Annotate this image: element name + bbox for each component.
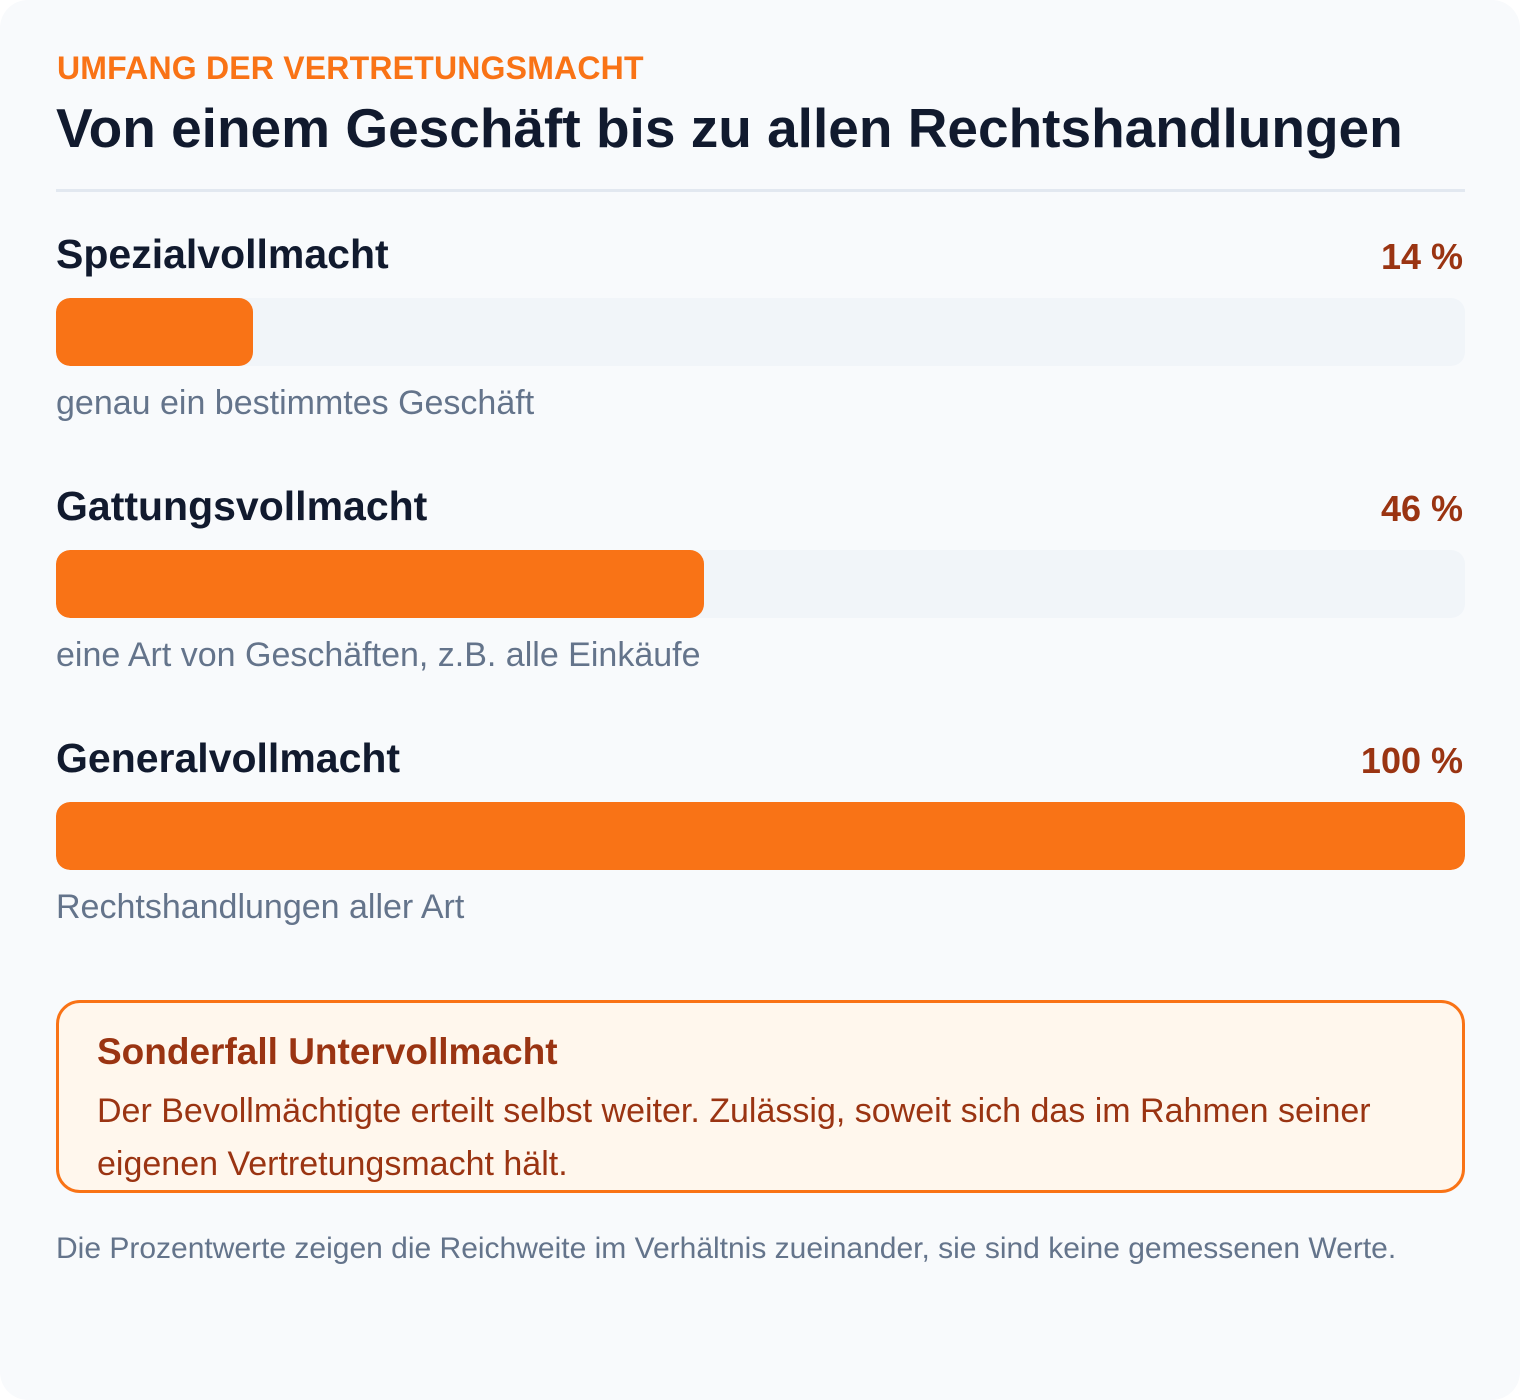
bar-value-label: 14 % [1380,236,1463,277]
callout-box: Sonderfall Untervollmacht Der Bevollmäch… [56,1000,1465,1193]
bar-row-gattungsvollmacht: Gattungsvollmacht 46 % eine Art von Gesc… [56,482,1465,682]
chart-title: Von einem Geschäft bis zu allen Rechtsha… [56,97,1403,159]
eyebrow-label: UMFANG DER VERTRETUNGSMACHT [57,50,644,86]
bar-label: Gattungsvollmacht [56,483,428,529]
title-divider [56,189,1465,192]
bar-track [56,802,1465,870]
bar-value-label: 46 % [1380,488,1463,529]
footnote: Die Prozentwerte zeigen die Reichweite i… [56,1232,1397,1265]
bar-label: Generalvollmacht [56,735,401,781]
bar-spezialvollmacht [56,298,254,366]
bar-generalvollmacht [56,802,1465,870]
bar-description: Rechtshandlungen aller Art [56,888,465,926]
bar-value-label: 100 % [1360,740,1463,781]
callout-title: Sonderfall Untervollmacht [97,1031,558,1072]
bar-row-spezialvollmacht: Spezialvollmacht 14 % genau ein bestimmt… [56,230,1465,430]
bar-description: genau ein bestimmtes Geschäft [56,384,535,422]
bar-description: eine Art von Geschäften, z.B. alle Einkä… [56,636,701,674]
bar-track [56,550,1465,618]
bar-label: Spezialvollmacht [56,231,389,277]
bar-gattungsvollmacht [56,550,705,618]
bar-row-generalvollmacht: Generalvollmacht 100 % Rechtshandlungen … [56,734,1465,934]
callout-text: Der Bevollmächtigte erteilt selbst weite… [97,1092,1371,1183]
bar-track [56,298,1465,366]
